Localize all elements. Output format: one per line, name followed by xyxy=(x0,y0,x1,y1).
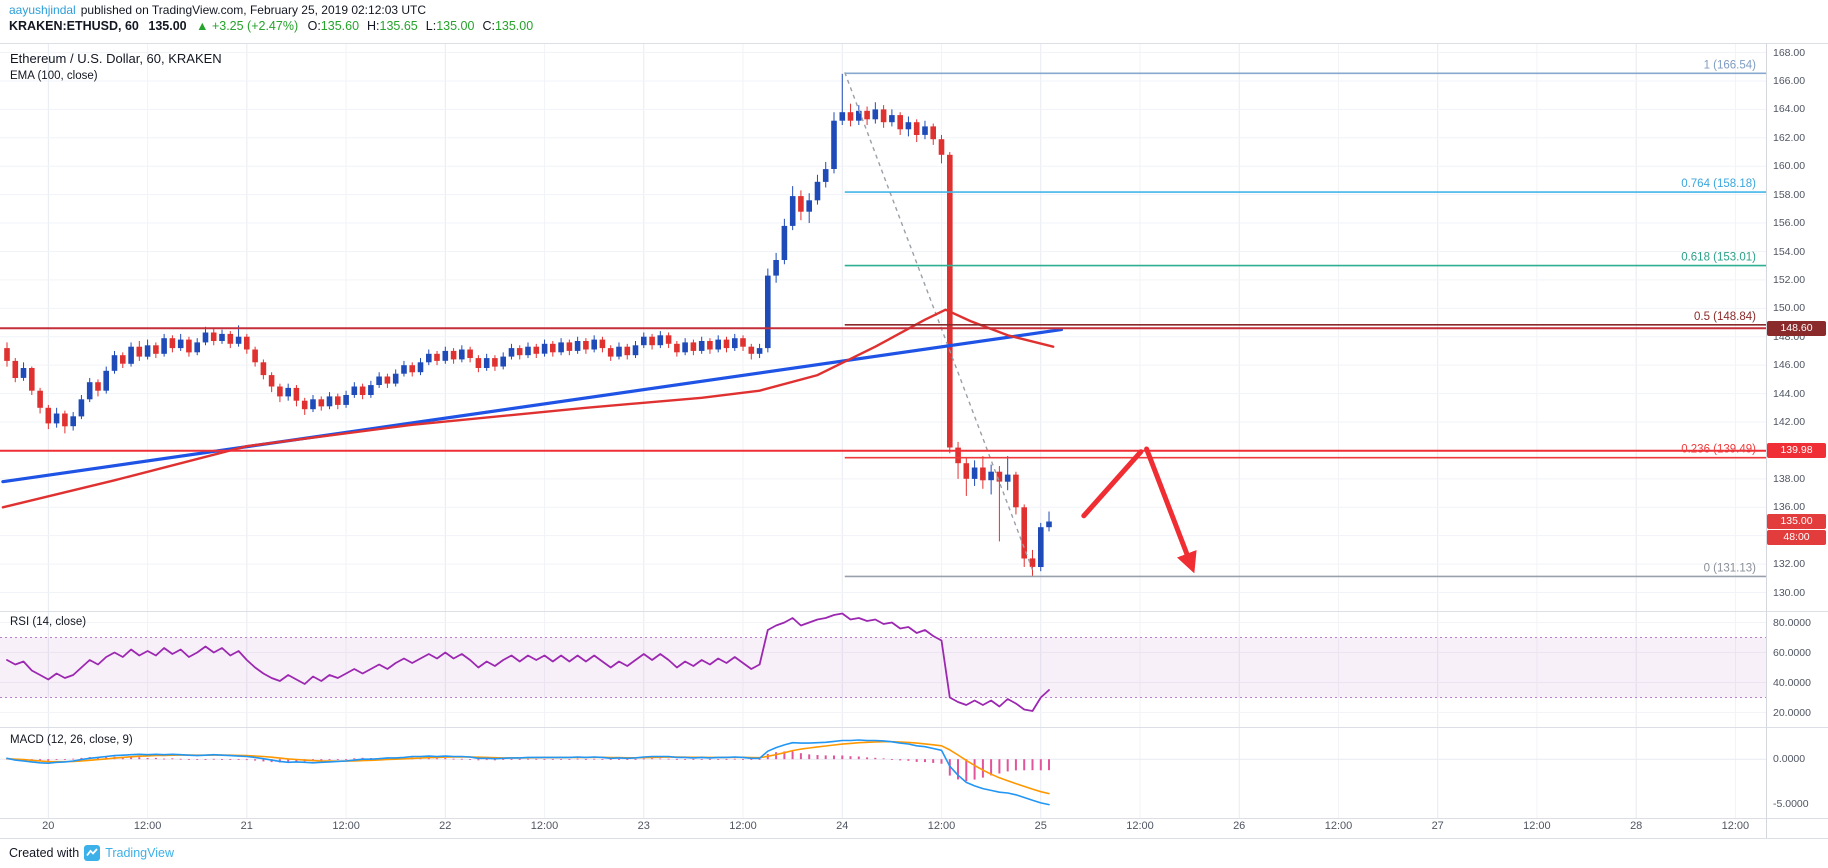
ohlc-key: L: xyxy=(425,19,437,33)
pane-separator xyxy=(0,727,1828,728)
price-axis-label: 132.00 xyxy=(1773,558,1806,571)
price-axis-label: 156.00 xyxy=(1773,217,1806,230)
publish-text: published on TradingView.com, February 2… xyxy=(80,3,427,17)
price-axis-label: 162.00 xyxy=(1773,131,1806,144)
price-axis-label: 142.00 xyxy=(1773,416,1806,428)
ema-line xyxy=(1,328,1064,484)
ohlc-value: 135.65 xyxy=(379,19,418,33)
time-axis-label: 22 xyxy=(439,820,452,832)
price-axis-label: 130.00 xyxy=(1773,586,1806,599)
price-axis-label: 150.00 xyxy=(1773,302,1806,315)
last-price: 135.00 xyxy=(148,19,187,33)
last-price-badge: 135.00 xyxy=(1767,514,1826,529)
time-axis: 20 12:00 21 12:00 22 12:00 23 12:00 24 12:00 25 12:… xyxy=(0,820,1766,836)
time-axis-label: 23 xyxy=(637,820,650,832)
created-with-text: Created with xyxy=(9,846,80,860)
price-axis-label: 138.00 xyxy=(1773,472,1806,485)
macd-axis-label: -5.0000 xyxy=(1773,797,1809,810)
price-change: ▲ +3.25 (+2.47%) xyxy=(196,19,299,33)
price-axis: 168.00 166.00 164.00 162.00 160.00 158.00 156.… xyxy=(1766,0,1828,868)
time-axis-label: 12:00 xyxy=(530,820,559,832)
rsi-band xyxy=(0,637,1766,698)
svg-text:0.236 (139.49): 0.236 (139.49) xyxy=(1681,444,1756,456)
tradingview-logo-icon[interactable] xyxy=(84,845,101,861)
macd-axis-label: 0.0000 xyxy=(1773,753,1806,766)
pane-separator xyxy=(0,43,1828,44)
support-badge: 139.98 xyxy=(1767,443,1826,459)
time-axis-label: 12:00 xyxy=(729,820,757,832)
chart-title: Ethereum / U.S. Dollar, 60, KRAKEN xyxy=(10,51,222,66)
price-axis-separator xyxy=(1766,43,1767,838)
candlesticks xyxy=(4,73,1052,577)
resistance-badge: 148.60 xyxy=(1767,320,1826,336)
pane-separator xyxy=(0,838,1828,839)
chart-legend: Ethereum / U.S. Dollar, 60, KRAKEN EMA (… xyxy=(10,51,222,82)
ma-red-line xyxy=(1,308,1055,509)
rsi-axis-label: 40.0000 xyxy=(1773,676,1811,689)
pane-separator xyxy=(0,818,1828,819)
time-axis-label: 26 xyxy=(1233,820,1246,832)
rsi-label: RSI (14, close) xyxy=(10,616,87,628)
price-axis-label: 168.00 xyxy=(1773,46,1806,59)
time-axis-label: 27 xyxy=(1431,820,1444,832)
trend-dashed-line xyxy=(844,72,1034,571)
price-axis-label: 136.00 xyxy=(1773,501,1806,514)
price-axis-label: 164.00 xyxy=(1773,103,1806,116)
time-axis-label: 28 xyxy=(1630,820,1643,832)
svg-text:0 (131.13): 0 (131.13) xyxy=(1704,563,1757,575)
svg-text:0.764 (158.18): 0.764 (158.18) xyxy=(1681,178,1756,190)
ohlc-key: H: xyxy=(367,19,380,33)
price-axis-label: 144.00 xyxy=(1773,387,1806,400)
svg-text:0.5 (148.84): 0.5 (148.84) xyxy=(1694,311,1756,323)
tradingview-link[interactable]: TradingView xyxy=(105,846,174,860)
ema-indicator-label: EMA (100, close) xyxy=(10,70,98,82)
time-axis-label: 20 xyxy=(42,820,55,832)
svg-text:0.618 (153.01): 0.618 (153.01) xyxy=(1681,252,1756,264)
author-link[interactable]: aayushjindal xyxy=(9,3,76,17)
ohlc-value: 135.00 xyxy=(436,19,475,33)
ohlc-values: O:135.60 H:135.65 L:135.00 C:135.00 xyxy=(308,19,542,33)
rsi-axis-label: 60.0000 xyxy=(1773,646,1811,659)
price-axis-label: 160.00 xyxy=(1773,160,1806,173)
time-axis-label: 12:00 xyxy=(133,820,162,832)
ohlc-value: 135.60 xyxy=(320,19,360,33)
ohlc-key: C: xyxy=(482,19,495,33)
symbol-bar: KRAKEN:ETHUSD, 60 135.00 ▲ +3.25 (+2.47%… xyxy=(9,19,541,33)
price-axis-label: 158.00 xyxy=(1773,188,1806,201)
symbol-title: KRAKEN:ETHUSD, 60 xyxy=(9,19,139,33)
publish-info-bar: aayushjindal published on TradingView.com… xyxy=(9,3,426,17)
ohlc-key: O: xyxy=(307,19,321,33)
time-axis-label: 12:00 xyxy=(1721,820,1750,832)
time-axis-label: 12:00 xyxy=(332,820,360,832)
time-axis-label: 12:00 xyxy=(1523,820,1551,832)
fib-retracement: 1 (166.54) 0.764 (158.18) 0.618 (153.01) 0.… xyxy=(844,59,1766,578)
time-axis-label: 25 xyxy=(1034,820,1047,832)
rsi-axis-label: 20.0000 xyxy=(1773,706,1811,719)
time-axis-label: 12:00 xyxy=(1126,820,1154,832)
time-axis-label: 21 xyxy=(240,820,253,832)
svg-text:1 (166.54): 1 (166.54) xyxy=(1704,59,1757,71)
countdown-badge: 48:00 xyxy=(1767,530,1826,546)
rsi-pane xyxy=(0,612,1766,727)
macd-pane xyxy=(0,728,1766,818)
time-axis-label: 12:00 xyxy=(1324,820,1353,832)
time-axis-label: 24 xyxy=(836,820,849,832)
macd-line xyxy=(6,739,1050,806)
signal-line xyxy=(6,740,1050,795)
price-axis-label: 152.00 xyxy=(1773,273,1806,286)
horizontal-price-lines xyxy=(0,327,1766,452)
macd-label: MACD (12, 26, close, 9) xyxy=(10,734,133,746)
price-axis-label: 146.00 xyxy=(1773,359,1806,372)
red-arrows xyxy=(1081,446,1197,574)
rsi-axis-label: 80.0000 xyxy=(1773,616,1811,629)
footer: Created with TradingView xyxy=(9,845,174,861)
rsi-line xyxy=(6,612,1050,712)
pane-separator xyxy=(0,611,1828,612)
price-axis-label: 166.00 xyxy=(1773,74,1806,87)
time-axis-label: 12:00 xyxy=(927,820,956,832)
price-axis-label: 154.00 xyxy=(1773,245,1806,258)
price-pane: 1 (166.54) 0.764 (158.18) 0.618 (153.01) 0.… xyxy=(0,44,1766,611)
ohlc-value: 135.00 xyxy=(494,19,534,33)
